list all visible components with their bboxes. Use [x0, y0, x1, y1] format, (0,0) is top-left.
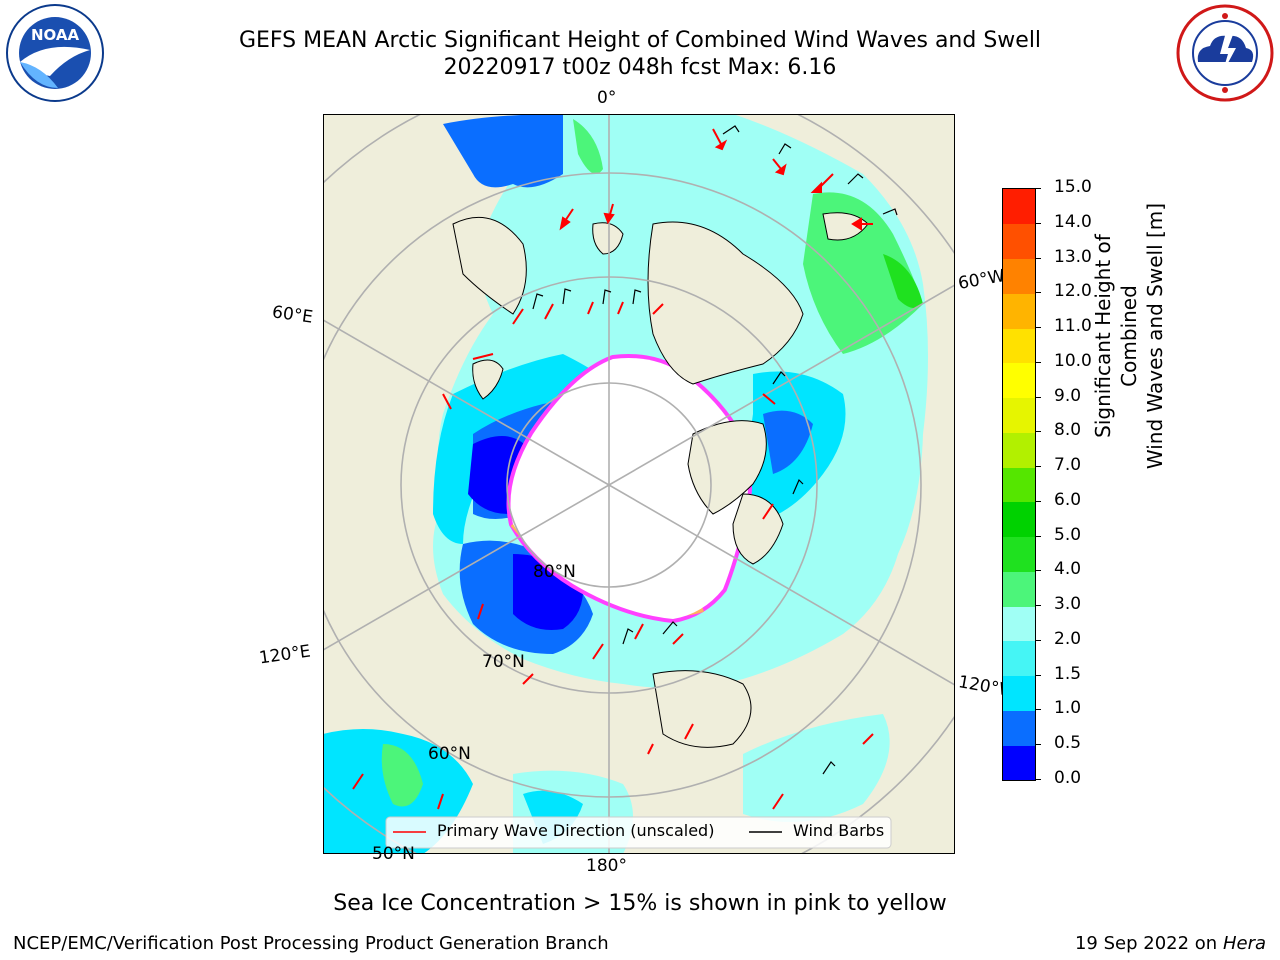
colorbar-segment — [1003, 223, 1035, 259]
colorbar-tick-mark — [1035, 639, 1041, 641]
meridian-60w — [608, 284, 956, 486]
footer-host: Hera — [1222, 933, 1266, 954]
sea-ice-note: Sea Ice Concentration > 15% is shown in … — [333, 891, 947, 916]
footer-date-text: 19 Sep 2022 on — [1074, 933, 1218, 954]
colorbar-tick-label: 3.0 — [1054, 594, 1082, 615]
colorbar-tick-label: 12.0 — [1054, 281, 1092, 302]
greenland-land — [647, 221, 804, 385]
noaa-logo: NOAA — [6, 4, 104, 102]
colorbar-tick-mark — [1035, 327, 1041, 329]
colorbar-label-line1: Significant Height of Combined — [1091, 234, 1141, 438]
colorbar-segment — [1003, 571, 1035, 607]
nws-logo — [1176, 4, 1274, 102]
colorbar-segment — [1003, 328, 1035, 364]
polar-map: Primary Wave Direction (unscaled) Wind B… — [192, 68, 1026, 902]
lon-label-60w: 60°W — [956, 266, 1007, 294]
colorbar-segment — [1003, 745, 1035, 781]
colorbar-tick-mark — [1035, 709, 1041, 711]
colorbar-tick-label: 6.0 — [1054, 489, 1082, 510]
colorbar-tick-mark — [1035, 674, 1041, 676]
colorbar-tick-mark — [1035, 396, 1041, 398]
colorbar-segment — [1003, 293, 1035, 329]
colorbar-tick-mark — [1035, 222, 1041, 224]
colorbar — [1002, 188, 1036, 781]
lat-label-50: 50°N — [372, 844, 415, 864]
colorbar-fill — [1003, 189, 1035, 781]
meridian-60e — [322, 319, 610, 486]
wave-arrows — [352, 128, 874, 810]
colorbar-tick-label: 13.0 — [1054, 246, 1092, 267]
colorbar-tick-mark — [1035, 188, 1041, 189]
map-title: GEFS MEAN Arctic Significant Height of C… — [238, 28, 1042, 53]
colorbar-segment — [1003, 362, 1035, 399]
colorbar-segment — [1003, 432, 1035, 468]
colorbar-segment — [1003, 258, 1035, 294]
map-subtitle-forecast: 20220917 t00z 048h fcst Max: 6.16 — [443, 55, 837, 80]
colorbar-tick-label: 0.0 — [1054, 768, 1082, 788]
wind-barbs — [532, 125, 898, 775]
sea-ice-interior — [510, 358, 748, 619]
colorbar-tick-mark — [1035, 361, 1041, 363]
lon-label-0: 0° — [597, 88, 617, 108]
colorbar-tick-label: 11.0 — [1054, 316, 1092, 337]
colorbar-segment — [1003, 467, 1035, 503]
colorbar-tick-mark — [1035, 605, 1041, 607]
colorbar-tick-label: 15.0 — [1054, 177, 1092, 197]
colorbar-tick-mark — [1035, 779, 1041, 780]
colorbar-segment — [1003, 710, 1035, 746]
colorbar-segment — [1003, 606, 1035, 642]
colorbar-tick-label: 4.0 — [1054, 559, 1082, 580]
colorbar-tick-label: 10.0 — [1054, 350, 1092, 371]
colorbar-tick-label: 8.0 — [1054, 420, 1082, 441]
colorbar-tick-label: 0.5 — [1054, 733, 1082, 754]
colorbar-tick-mark — [1035, 292, 1041, 294]
footer-date: 19 Sep 2022 on Hera — [1075, 933, 1266, 954]
colorbar-tick-label: 5.0 — [1054, 524, 1082, 545]
legend-barbs-label: Wind Barbs — [793, 821, 885, 840]
colorbar-tick-label: 9.0 — [1054, 385, 1082, 406]
colorbar-tick-mark — [1035, 431, 1041, 433]
colorbar-tick-mark — [1035, 535, 1041, 537]
map-frame — [323, 114, 955, 854]
colorbar-segment — [1003, 536, 1035, 572]
lat-label-70: 70°N — [482, 652, 525, 672]
colorbar-label: Significant Height of Combined Wind Wave… — [1090, 186, 1168, 486]
colorbar-tick-mark — [1035, 744, 1041, 746]
lon-label-120e: 120°E — [257, 641, 312, 669]
colorbar-segment — [1003, 501, 1035, 538]
lon-label-60e: 60°E — [270, 302, 315, 328]
colorbar-segment — [1003, 675, 1035, 711]
map-legend — [385, 816, 892, 849]
colorbar-label-line2: Wind Waves and Swell [m] — [1143, 202, 1167, 470]
legend-primary-label: Primary Wave Direction (unscaled) — [437, 821, 715, 840]
lat-label-60: 60°N — [428, 744, 471, 764]
colorbar-tick-label: 7.0 — [1054, 455, 1082, 476]
footer-branch: NCEP/EMC/Verification Post Processing Pr… — [13, 933, 609, 954]
colorbar-segment — [1003, 640, 1035, 677]
colorbar-tick-label: 2.0 — [1054, 628, 1082, 649]
colorbar-tick-label: 1.0 — [1054, 698, 1082, 719]
noaa-logo-text: NOAA — [31, 26, 80, 44]
meridian-120e — [322, 484, 610, 651]
polar-map-svg — [192, 68, 1026, 902]
lat-label-80: 80°N — [533, 562, 576, 582]
colorbar-tick-label: 1.5 — [1054, 663, 1082, 684]
colorbar-tick-mark — [1035, 257, 1041, 259]
colorbar-tick-label: 14.0 — [1054, 211, 1092, 232]
colorbar-tick-mark — [1035, 570, 1041, 572]
meridian-120w — [608, 484, 956, 686]
colorbar-tick-mark — [1035, 500, 1041, 502]
colorbar-segment — [1003, 189, 1035, 225]
colorbar-tick-mark — [1035, 466, 1041, 468]
lon-label-180: 180° — [586, 856, 627, 876]
colorbar-segment — [1003, 397, 1035, 433]
